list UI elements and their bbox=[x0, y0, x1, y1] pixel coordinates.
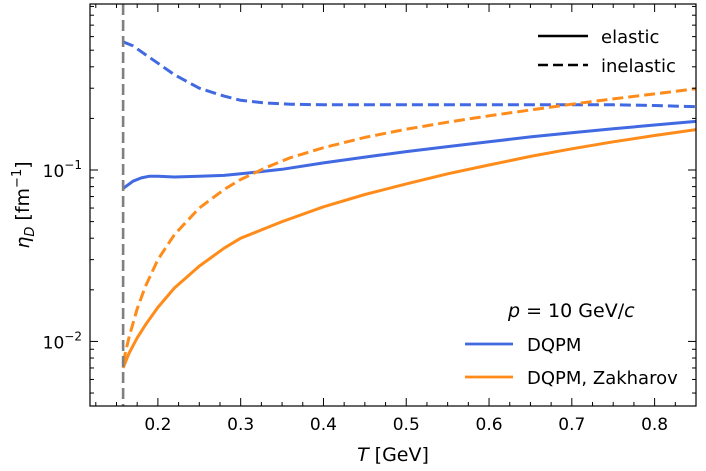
x-tick-label: 0.5 bbox=[393, 415, 420, 435]
series-dqpm-elastic-line bbox=[122, 119, 696, 190]
x-tick-label: 0.3 bbox=[227, 415, 254, 435]
y-tick-label: 10−2 bbox=[43, 329, 82, 353]
x-tick-label: 0.4 bbox=[310, 415, 337, 435]
legend-dqpm-zakharov-label: DQPM, Zakharov bbox=[527, 368, 678, 389]
y-axis-label: ηD[fm−1] bbox=[10, 161, 38, 248]
plot-frame bbox=[89, 3, 697, 407]
axis-ticks: 0.2 0.3 0.4 0.5 0.6 0.7 0.8 10−2 10−1 bbox=[43, 4, 696, 435]
x-tick-label: 0.2 bbox=[144, 415, 171, 435]
plot-curves bbox=[121, 40, 696, 369]
series-dqpm-zakharov-elastic-line bbox=[121, 128, 696, 369]
series-dqpm-zakharov-inelastic-line bbox=[121, 87, 696, 364]
x-tick-label: 0.7 bbox=[558, 415, 585, 435]
y-tick-label: 10−1 bbox=[43, 158, 82, 182]
x-tick-label: 0.8 bbox=[641, 415, 668, 435]
legend-dqpm-label: DQPM bbox=[527, 335, 581, 356]
momentum-annotation: p = 10 GeV/c bbox=[507, 300, 635, 322]
linestyle-legend-inelastic-label: inelastic bbox=[601, 56, 676, 77]
series-legend: DQPM DQPM, Zakharov bbox=[465, 335, 678, 389]
x-tick-label: 0.6 bbox=[476, 415, 503, 435]
linestyle-legend-elastic-label: elastic bbox=[601, 27, 659, 48]
linestyle-legend: elastic inelastic bbox=[538, 27, 676, 77]
x-axis-label: T [GeV] bbox=[357, 444, 429, 466]
